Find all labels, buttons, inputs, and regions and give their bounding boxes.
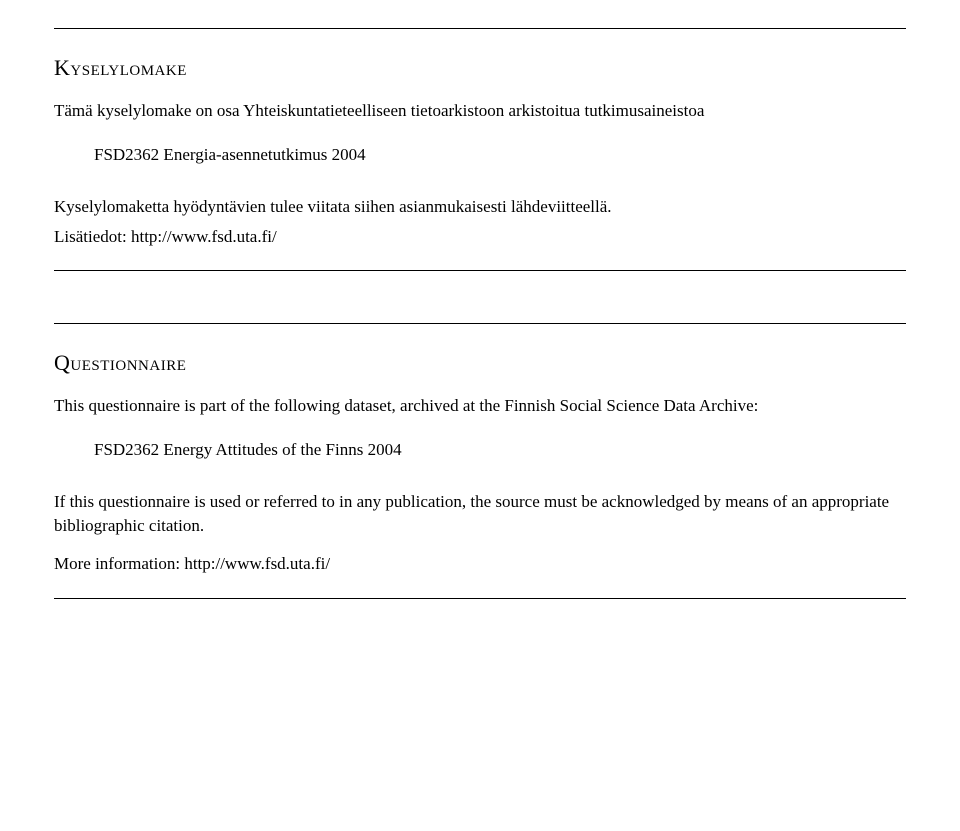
more-info-url-en: http://www.fsd.uta.fi/ [184, 554, 330, 573]
spacer [54, 271, 906, 323]
dataset-title-en: FSD2362 Energy Attitudes of the Finns 20… [94, 440, 906, 460]
document-page: Kyselylomake Tämä kyselylomake on osa Yh… [0, 0, 960, 599]
top-rule-2 [54, 323, 906, 324]
more-info-fi: Lisätiedot: http://www.fsd.uta.fi/ [54, 225, 906, 249]
dataset-title-fi: FSD2362 Energia-asennetutkimus 2004 [94, 145, 906, 165]
intro-text-fi: Tämä kyselylomake on osa Yhteiskuntatiet… [54, 99, 906, 123]
section-heading-fi: Kyselylomake [54, 55, 906, 81]
citation-note-en: If this questionnaire is used or referre… [54, 490, 906, 538]
intro-text-en: This questionnaire is part of the follow… [54, 394, 906, 418]
more-info-url-fi: http://www.fsd.uta.fi/ [131, 227, 277, 246]
more-info-label-en: More information: [54, 554, 184, 573]
top-rule-1 [54, 28, 906, 29]
section-heading-en: Questionnaire [54, 350, 906, 376]
more-info-label-fi: Lisätiedot: [54, 227, 131, 246]
citation-note-fi: Kyselylomaketta hyödyntävien tulee viita… [54, 195, 906, 219]
bottom-rule [54, 598, 906, 599]
more-info-en: More information: http://www.fsd.uta.fi/ [54, 552, 906, 576]
